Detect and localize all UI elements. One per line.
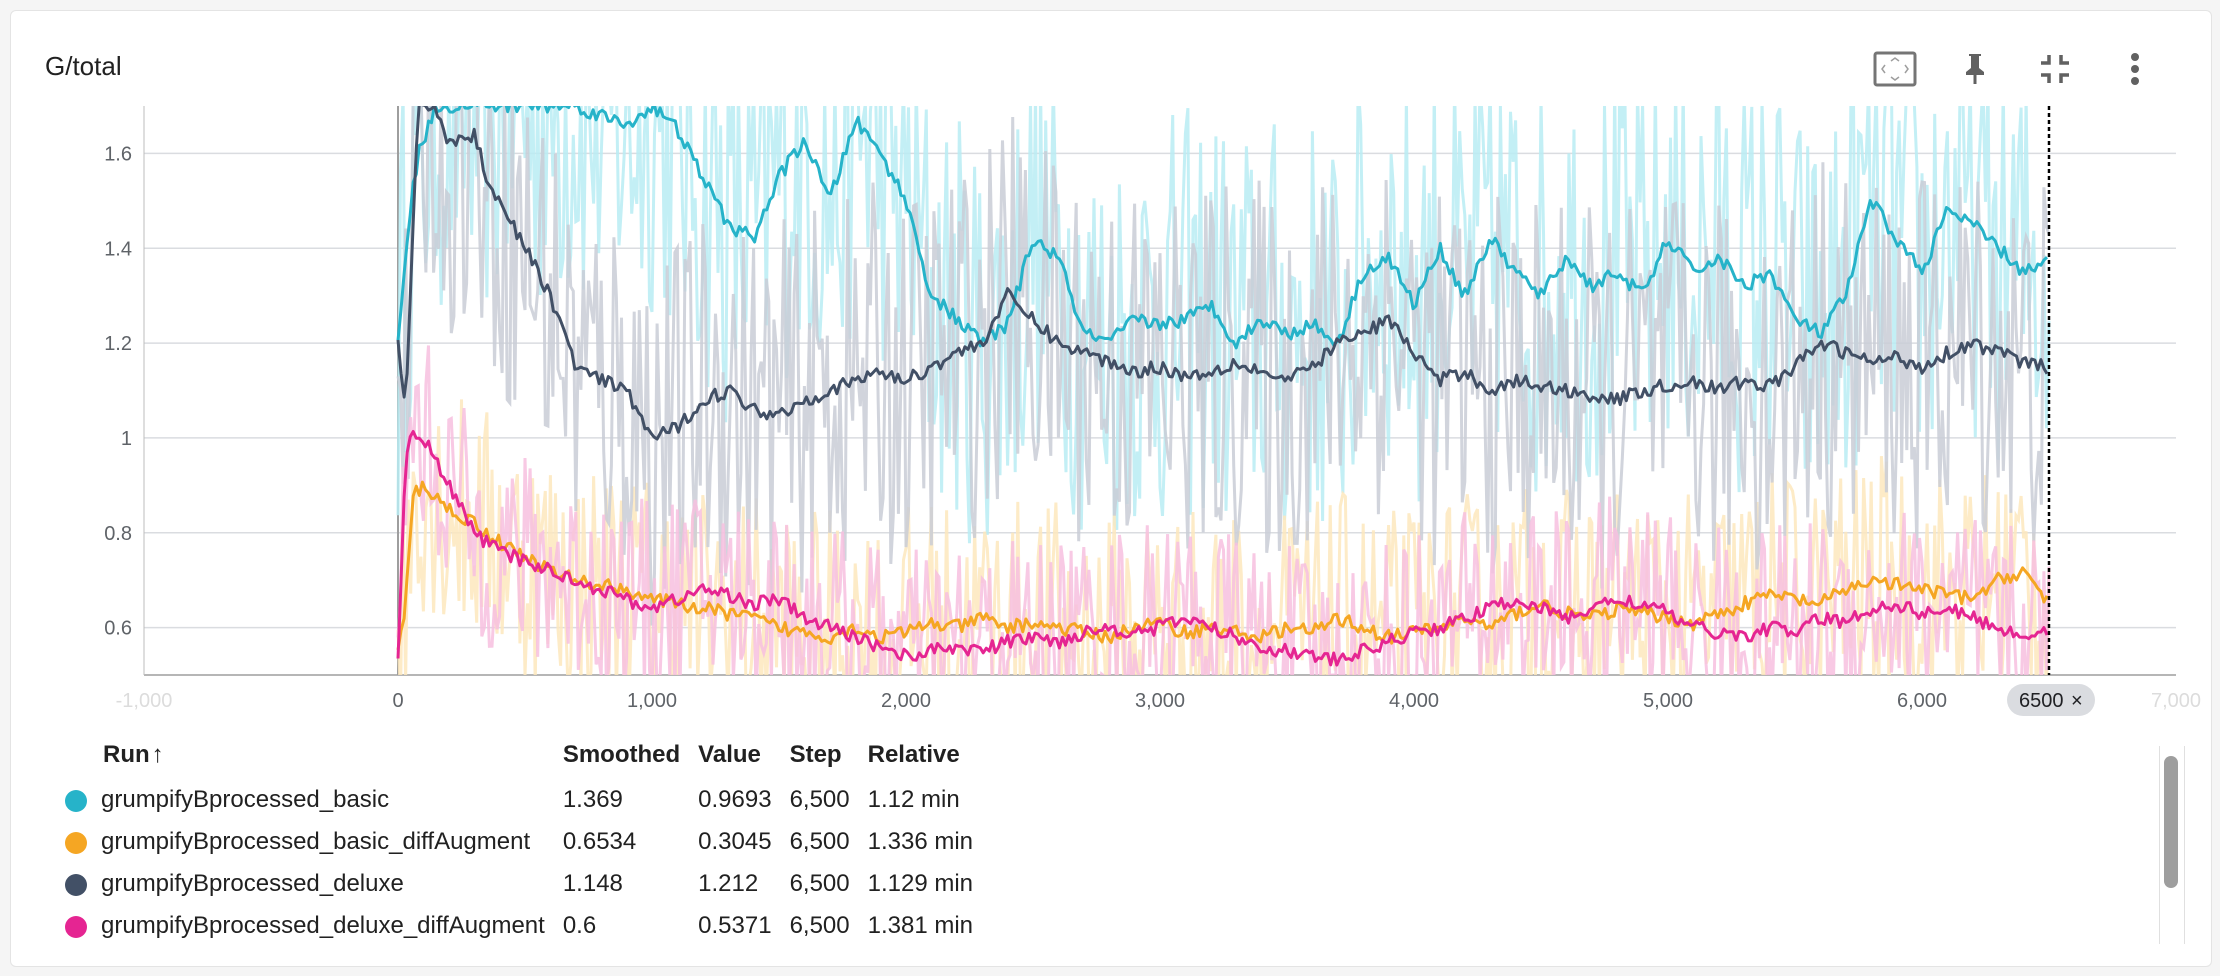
x-tick-label: 5,000 <box>1643 690 1693 712</box>
run-name-cell: grumpifyBprocessed_deluxe_diffAugment <box>61 905 563 947</box>
y-tick-label: 0.8 <box>104 523 132 545</box>
series-line[interactable] <box>396 99 2049 350</box>
run-name-cell: grumpifyBprocessed_basic_diffAugment <box>61 821 563 863</box>
step-cell: 6,500 <box>789 828 850 855</box>
x-tick-label: 6,000 <box>1897 690 1947 712</box>
smoothed-cell: 1.148 <box>562 870 623 897</box>
smoothed-cell: 1.369 <box>562 786 623 813</box>
legend-row[interactable]: grumpifyBprocessed_deluxe 1.148 1.212 6,500… <box>61 863 991 905</box>
value-cell: 0.9693 <box>698 786 772 813</box>
y-tick-label: 1.6 <box>104 143 132 165</box>
value-cell: 0.3045 <box>698 828 772 855</box>
x-tick-label: 2,000 <box>881 690 931 712</box>
smoothed-cell: 0.6 <box>562 912 597 939</box>
value-cell: 1.212 <box>698 870 759 897</box>
smoothed-cell: 0.6534 <box>562 828 637 855</box>
run-column-header[interactable]: Run↑ <box>61 741 563 779</box>
legend-header-row: Run↑ Smoothed Value Step Relative <box>61 741 991 779</box>
y-tick-label: 0.6 <box>104 618 132 640</box>
x-tick-label: 1,000 <box>627 690 677 712</box>
pin-button[interactable] <box>1935 45 2015 93</box>
run-name-cell: grumpifyBprocessed_deluxe <box>61 863 563 905</box>
relative-cell: 1.12 min <box>867 786 960 813</box>
relative-column-header[interactable]: Relative <box>867 741 960 768</box>
legend-row[interactable]: grumpifyBprocessed_basic 1.369 0.9693 6,500… <box>61 779 991 821</box>
run-color-swatch[interactable] <box>65 831 87 854</box>
run-name: grumpifyBprocessed_basic <box>101 786 390 813</box>
legend-scroll-thumb[interactable] <box>2164 756 2178 888</box>
value-column-header[interactable]: Value <box>698 741 761 768</box>
run-header-label: Run <box>103 741 150 768</box>
run-color-swatch[interactable] <box>65 789 87 812</box>
card-toolbar <box>1855 45 2175 93</box>
relative-cell: 1.381 min <box>867 912 974 939</box>
run-name-cell: grumpifyBprocessed_basic <box>61 779 563 821</box>
more-vert-icon <box>2131 53 2139 85</box>
relative-cell: 1.129 min <box>867 870 974 897</box>
y-tick-label: 1.2 <box>104 333 132 355</box>
line-chart[interactable]: 0.6 0.8 1 1.2 1.4 1.6 -1,000 0 1,000 2,000 3,000 4,… <box>0 0 2220 720</box>
raw-series-line <box>396 106 2051 626</box>
card-title: G/total <box>45 51 122 81</box>
run-legend-table: Run↑ Smoothed Value Step Relative grumpi… <box>61 741 991 947</box>
step-cell: 6,500 <box>789 912 850 939</box>
x-tick-label: 7,000 <box>2151 690 2201 712</box>
x-tick-label: 3,000 <box>1135 690 1185 712</box>
y-tick-label: 1.4 <box>104 238 132 260</box>
collapse-button[interactable] <box>2015 45 2095 93</box>
run-name: grumpifyBprocessed_deluxe_diffAugment <box>101 912 545 939</box>
fit-domain-icon <box>1873 51 1917 87</box>
fit-domain-button[interactable] <box>1855 45 1935 93</box>
sort-ascending-icon: ↑ <box>151 741 164 768</box>
scalar-card: G/total Run <box>10 10 2212 967</box>
series-line[interactable] <box>396 430 2049 667</box>
y-tick-label: 1 <box>121 428 132 450</box>
series-line[interactable] <box>396 103 2049 441</box>
pin-icon <box>1966 54 1984 84</box>
relative-cell: 1.336 min <box>867 828 974 855</box>
step-badge[interactable] <box>2007 684 2095 716</box>
legend-row[interactable]: grumpifyBprocessed_basic_diffAugment 0.65… <box>61 821 991 863</box>
step-column-header[interactable]: Step <box>789 741 842 768</box>
more-menu-button[interactable] <box>2095 45 2175 93</box>
step-badge-label: 6500 <box>2019 690 2064 712</box>
collapse-icon <box>2041 55 2069 83</box>
legend-scrollbar[interactable] <box>2159 746 2185 944</box>
raw-series-line <box>396 345 2051 675</box>
step-cell: 6,500 <box>789 870 850 897</box>
legend-row[interactable]: grumpifyBprocessed_deluxe_diffAugment 0.6… <box>61 905 991 947</box>
run-name: grumpifyBprocessed_deluxe <box>101 870 404 897</box>
x-tick-label: 0 <box>392 690 403 712</box>
run-name: grumpifyBprocessed_basic_diffAugment <box>101 828 531 855</box>
close-icon[interactable]: × <box>2071 690 2083 712</box>
raw-series-line <box>396 106 2051 544</box>
x-tick-label: 4,000 <box>1389 690 1439 712</box>
smoothed-column-header[interactable]: Smoothed <box>562 741 681 768</box>
step-cell: 6,500 <box>789 786 850 813</box>
x-tick-label: -1,000 <box>116 690 173 712</box>
run-color-swatch[interactable] <box>65 873 87 896</box>
value-cell: 0.5371 <box>698 912 772 939</box>
run-color-swatch[interactable] <box>65 915 87 938</box>
